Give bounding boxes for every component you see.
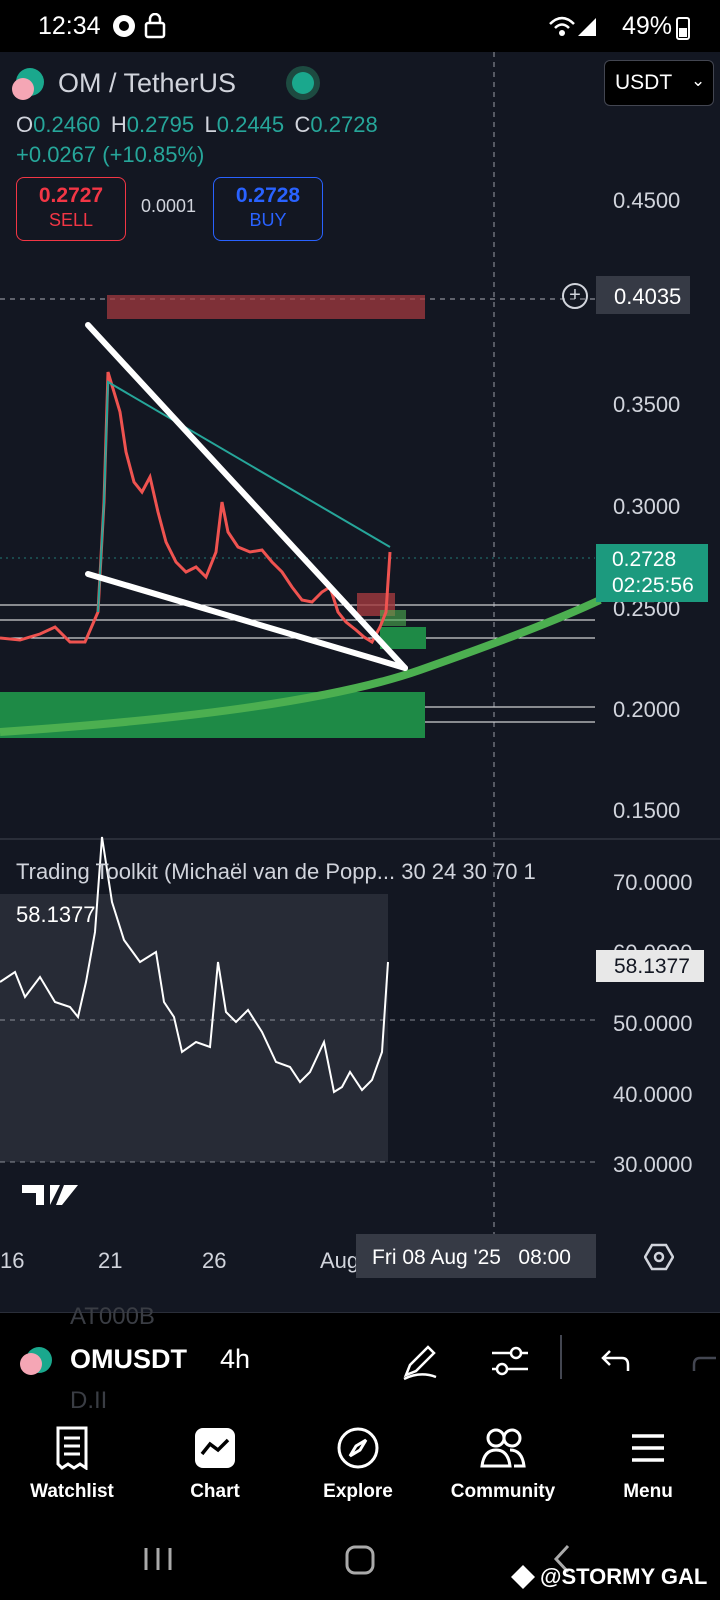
price-label: 0.1500	[613, 798, 681, 823]
watermark-logo-icon	[511, 1565, 535, 1589]
sell-label: SELL	[48, 210, 94, 230]
ohlc-low: 0.2445	[216, 112, 285, 137]
add-alert-icon[interactable]: +	[562, 283, 588, 309]
last-price: 0.2728	[612, 548, 677, 571]
ohlc-row: O0.2460 H0.2795 L0.2445 C0.2728	[16, 112, 378, 138]
nav-watchlist[interactable]: Watchlist	[2, 1412, 142, 1503]
ohlc-open: 0.2460	[33, 112, 101, 137]
crosshair-time-tag: Fri 08 Aug '25 08:00	[356, 1234, 596, 1278]
indicator-title[interactable]: Trading Toolkit (Michaël van de Popp... …	[16, 859, 536, 884]
buy-label: BUY	[249, 210, 287, 230]
system-nav-bar: @STORMY GAL	[0, 1522, 720, 1600]
indicator-value-tag-text: 58.1377	[614, 955, 690, 978]
compass-icon	[337, 1427, 379, 1469]
status-time: 12:34	[38, 12, 101, 40]
chart-toolbar: AT000B D.II OMUSDT 4h	[0, 1303, 720, 1414]
battery-text: 49%	[621, 12, 672, 40]
symbol-button[interactable]: OMUSDT	[70, 1344, 187, 1374]
price-label: 0.3500	[613, 392, 681, 417]
indicator-axis-label: 70.0000	[613, 870, 693, 895]
time-label: 16	[0, 1248, 25, 1273]
pencil-icon[interactable]	[400, 1341, 440, 1381]
community-icon	[480, 1428, 526, 1468]
time-label: 21	[98, 1248, 123, 1273]
nav-label: Explore	[323, 1481, 393, 1502]
indicator-axis-label: 30.0000	[613, 1152, 693, 1177]
status-icons-left	[113, 13, 166, 39]
ohlc-high: 0.2795	[126, 112, 195, 137]
interval-button[interactable]: 4h	[220, 1344, 251, 1374]
ohlc-open-label: O	[16, 112, 34, 137]
crosshair-price-tag: 0.4035	[596, 276, 690, 314]
buy-price: 0.2728	[235, 184, 301, 207]
back-icon[interactable]	[550, 1542, 574, 1576]
watchlist-icon	[56, 1426, 88, 1471]
ghost-text: AT000B	[70, 1303, 155, 1330]
spread-value: 0.0001	[141, 196, 197, 216]
nav-community[interactable]: Community	[433, 1412, 573, 1503]
ohlc-low-label: L	[204, 112, 217, 137]
buy-button[interactable]: 0.2728 BUY	[213, 177, 323, 241]
nav-explore[interactable]: Explore	[288, 1412, 428, 1503]
symbol-logo	[20, 1347, 52, 1375]
price-chart[interactable]	[0, 52, 720, 1312]
currency-value: USDT	[615, 71, 673, 94]
home-icon[interactable]	[344, 1544, 376, 1576]
time-label: 26	[202, 1248, 227, 1273]
battery-icon	[676, 17, 690, 40]
recent-apps-icon[interactable]	[142, 1544, 174, 1574]
price-label: 0.2000	[613, 697, 681, 722]
chevron-down-icon: ⌄	[691, 71, 706, 90]
market-open-indicator	[292, 72, 314, 94]
indicator-value-tag: 58.1377	[596, 950, 704, 982]
menu-icon	[632, 1434, 664, 1462]
nav-label: Menu	[623, 1481, 673, 1502]
nav-label: Watchlist	[30, 1481, 114, 1502]
sell-button[interactable]: 0.2727 SELL	[16, 177, 126, 241]
status-bar: 12:34 49%	[0, 0, 720, 52]
symbol-logo	[12, 68, 44, 100]
last-price-tag: 0.2728 02:25:56	[596, 544, 708, 602]
currency-select[interactable]: USDT ⌄	[604, 60, 714, 106]
undo-icon[interactable]	[600, 1347, 630, 1373]
nav-menu[interactable]: Menu	[578, 1412, 718, 1503]
indicator-value: 58.1377	[16, 902, 96, 927]
indicator-axis-label: 40.0000	[613, 1082, 693, 1107]
crosshair-time: Fri 08 Aug '25 08:00	[372, 1246, 571, 1269]
indicators-icon[interactable]	[490, 1343, 530, 1379]
chart-area[interactable]: OM / TetherUS USDT ⌄ O0.2460 H0.2795 L0.…	[0, 52, 720, 1312]
nav-chart[interactable]: Chart	[145, 1412, 285, 1503]
ohlc-high-label: H	[110, 112, 127, 137]
price-label: 0.3000	[613, 494, 681, 519]
nav-label: Community	[450, 1481, 556, 1502]
symbol-title[interactable]: OM / TetherUS	[58, 68, 237, 98]
bar-countdown: 02:25:56	[612, 574, 694, 597]
sell-price: 0.2727	[38, 184, 104, 207]
watermark-text: @STORMY GAL	[540, 1564, 708, 1589]
toolbar-divider	[560, 1335, 562, 1379]
redo-icon[interactable]	[690, 1347, 720, 1373]
ohlc-close: 0.2728	[310, 112, 378, 137]
chart-icon	[195, 1428, 235, 1468]
price-change: +0.0267 (+10.85%)	[16, 142, 205, 167]
signal-icon	[549, 16, 596, 36]
nav-label: Chart	[190, 1481, 240, 1502]
ghost-text: D.II	[70, 1387, 108, 1414]
price-label: 0.4500	[613, 188, 681, 213]
crosshair-price: 0.4035	[614, 284, 682, 309]
bottom-nav: Watchlist Chart Explore Community Menu	[0, 1412, 720, 1522]
settings-hex-icon[interactable]	[644, 1242, 674, 1272]
indicator-axis-label: 50.0000	[613, 1011, 693, 1036]
time-label: Aug	[320, 1248, 360, 1273]
ohlc-close-label: C	[294, 112, 311, 137]
